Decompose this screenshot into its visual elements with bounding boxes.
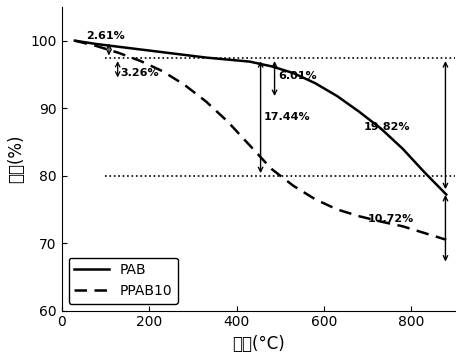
Y-axis label: 质量(%): 质量(%): [7, 135, 25, 183]
PAB: [356, 109, 362, 114]
PAB: [422, 170, 427, 175]
PPAB10: [94, 44, 99, 48]
PPAB10: [181, 82, 187, 87]
PPAB10: [422, 231, 427, 235]
PAB: [378, 126, 383, 131]
PPAB10: [72, 39, 78, 43]
PPAB10: [225, 120, 231, 124]
Line: PAB: PAB: [75, 41, 446, 194]
PAB: [159, 50, 165, 54]
PPAB10: [444, 238, 449, 242]
PAB: [225, 58, 231, 62]
PPAB10: [312, 197, 318, 202]
Text: 2.61%: 2.61%: [86, 31, 125, 41]
PAB: [312, 81, 318, 85]
PPAB10: [269, 167, 274, 171]
PAB: [334, 94, 340, 98]
PAB: [291, 71, 296, 75]
PAB: [400, 147, 405, 151]
Line: PPAB10: PPAB10: [75, 41, 446, 240]
X-axis label: 温度(°C): 温度(°C): [232, 335, 285, 353]
Text: 10.72%: 10.72%: [368, 213, 414, 224]
PAB: [181, 53, 187, 57]
PPAB10: [138, 59, 143, 63]
PAB: [203, 55, 209, 60]
PAB: [269, 64, 274, 68]
Text: 3.26%: 3.26%: [120, 68, 158, 78]
PPAB10: [378, 219, 383, 224]
Text: 17.44%: 17.44%: [264, 112, 310, 122]
PAB: [444, 192, 449, 197]
PAB: [116, 45, 122, 49]
Text: 19.82%: 19.82%: [363, 122, 410, 132]
PAB: [94, 42, 99, 46]
PAB: [247, 59, 252, 64]
PPAB10: [203, 99, 209, 104]
PPAB10: [247, 143, 252, 148]
PAB: [72, 39, 78, 43]
PPAB10: [400, 224, 405, 229]
PPAB10: [356, 214, 362, 218]
PPAB10: [291, 184, 296, 188]
Legend: PAB, PPAB10: PAB, PPAB10: [69, 258, 178, 304]
PPAB10: [116, 51, 122, 55]
PPAB10: [159, 69, 165, 73]
PAB: [138, 47, 143, 51]
PPAB10: [334, 207, 340, 212]
Text: 6.01%: 6.01%: [278, 71, 316, 81]
